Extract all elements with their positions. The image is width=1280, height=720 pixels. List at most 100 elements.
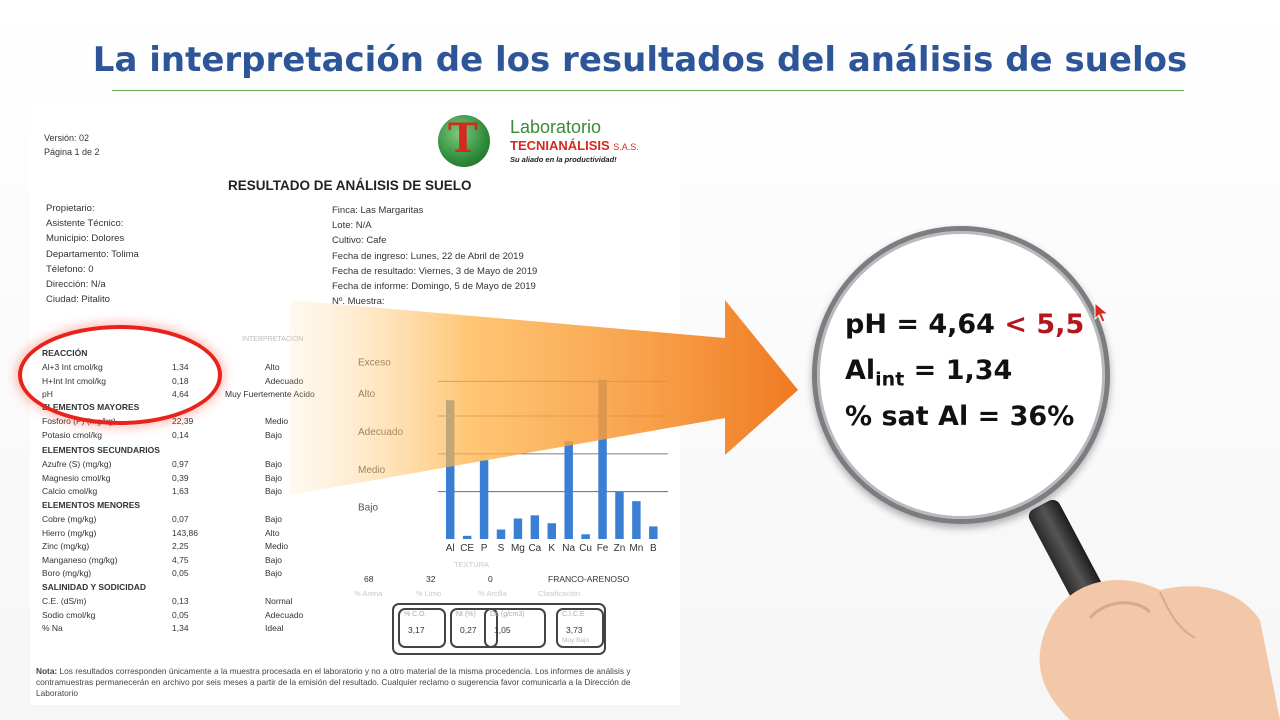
scores-frame — [392, 603, 606, 655]
chart-category-label: Na — [562, 543, 575, 554]
score-sublabel: Muy Bajo — [562, 637, 590, 644]
texture-value: 68 — [364, 574, 374, 584]
farm-info-line: Cultivo: Cafe — [332, 235, 387, 247]
result-name: Manganeso (mg/kg) — [42, 554, 118, 565]
ph-comparison: pH = 4,64 < 5,5 — [845, 309, 1085, 340]
result-value: 22,39 — [172, 416, 194, 426]
result-name: Potasio cmol/kg — [42, 429, 102, 440]
chart-category-label: Cu — [579, 543, 592, 554]
result-interpretation: Adecuado — [265, 375, 304, 386]
report-heading: RESULTADO DE ANÁLISIS DE SUELO — [228, 178, 472, 193]
farm-info-line: Finca: Las Margaritas — [332, 205, 424, 216]
owner-info-line: Ciudad: Pitalito — [46, 294, 110, 306]
result-name: Boro (mg/kg) — [42, 568, 92, 579]
result-value: 0,13 — [172, 596, 189, 606]
chart-bar — [598, 379, 607, 539]
texture-value: 32 — [426, 574, 436, 584]
score-label: Da (g/cm3) — [490, 611, 525, 618]
chart-category-label: P — [481, 543, 488, 554]
texture-label: % Arena — [354, 589, 383, 598]
texture-title: TEXTURA — [454, 560, 490, 569]
score-value: 0,27 — [460, 625, 477, 635]
chart-category-label: CE — [460, 543, 474, 554]
result-value: 0,14 — [172, 429, 189, 440]
chart-bar — [581, 534, 590, 539]
owner-info-line: Dirección: N/a — [46, 279, 106, 290]
result-interpretation: Bajo — [265, 472, 283, 483]
result-name: C.E. (dS/m) — [42, 596, 87, 606]
chart-category-label: Mn — [629, 543, 643, 554]
result-name: Calcio cmol/kg — [42, 486, 98, 497]
result-value: 4,75 — [172, 554, 189, 565]
farm-info-line: Nº. Muestra: — [332, 296, 385, 308]
result-interpretation: Muy Fuertemente Acido — [225, 389, 315, 400]
score-value: 3,17 — [408, 625, 425, 635]
texture-label: % Limo — [416, 589, 442, 598]
orange-arrow-icon — [290, 300, 798, 495]
result-interpretation: Alto — [265, 527, 280, 538]
result-interpretation: Ideal — [265, 623, 284, 634]
level-label: Bajo — [358, 503, 378, 514]
score-label: C.I.C.E — [562, 611, 585, 618]
result-name: Sodio cmol/kg — [42, 609, 96, 620]
reaction-highlight-circle — [18, 325, 222, 425]
result-interpretation: Bajo — [265, 429, 283, 440]
result-interpretation: Bajo — [265, 514, 283, 524]
result-name: Fosforo (P) (mg/kg) — [42, 416, 116, 426]
result-value: 0,05 — [172, 609, 189, 620]
result-interpretation: Normal — [265, 596, 293, 606]
chart-category-label: Ca — [528, 543, 541, 554]
owner-info-line: Municipio: Dolores — [46, 233, 125, 245]
page-label: Página 1 de 2 — [44, 147, 100, 157]
lab-logo-icon — [438, 115, 490, 167]
chart-bar — [446, 400, 455, 539]
title-divider — [112, 90, 1184, 91]
result-interpretation: Bajo — [265, 554, 283, 565]
chart-bar — [530, 515, 540, 539]
al-int-value: Alint = 1,34 — [845, 355, 1013, 391]
section-header: ELEMENTOS MENORES — [42, 500, 141, 510]
chart-bar — [564, 441, 573, 539]
score-value: 3,73 — [566, 625, 583, 635]
lab-logo-letter-icon: T — [448, 115, 478, 162]
owner-info-line: Departamento: Tolima — [46, 248, 139, 260]
texture-label: % Arcilla — [478, 589, 507, 598]
chart-bar — [479, 460, 489, 539]
lab-name-1: Laboratorio — [510, 117, 602, 137]
section-header: ELEMENTOS SECUNDARIOS — [42, 445, 160, 455]
result-interpretation: Medio — [265, 416, 289, 426]
result-value: 0,97 — [172, 459, 189, 469]
chart-category-label: Al — [446, 543, 455, 554]
chart-category-label: Fe — [597, 543, 609, 554]
chart-bar — [496, 529, 506, 539]
result-name: Cobre (mg/kg) — [42, 514, 97, 524]
al-saturation: % sat Al = 36% — [845, 401, 1075, 432]
score-value: 1,05 — [494, 625, 511, 635]
result-name: Zinc (mg/kg) — [42, 541, 90, 552]
score-label: % C.O. — [404, 611, 427, 618]
chart-category-label: Mg — [511, 543, 525, 554]
result-interpretation: Medio — [265, 541, 289, 552]
score-box — [484, 608, 546, 648]
hand-icon — [1039, 580, 1280, 720]
chart-bar — [615, 491, 624, 539]
chart-bar — [513, 518, 523, 539]
texture-value: 0 — [488, 574, 493, 584]
result-name: % Na — [42, 623, 63, 634]
result-interpretation: Alto — [265, 362, 280, 372]
owner-info-line: Télefono: 0 — [46, 263, 94, 275]
lab-slogan: Su aliado en la productividad! — [510, 155, 617, 164]
section-header: SALINIDAD Y SODICIDAD — [42, 582, 147, 592]
chart-bar — [632, 501, 641, 539]
score-box — [556, 608, 604, 648]
farm-info-line: Fecha de resultado: Viernes, 3 de Mayo d… — [332, 265, 538, 277]
texture-value: FRANCO-ARENOSO — [548, 574, 630, 584]
owner-info-line: Asistente Técnico: — [46, 218, 124, 230]
result-value: 2,25 — [172, 541, 189, 552]
version-label: Versión: 02 — [44, 133, 90, 143]
result-name: Azufre (S) (mg/kg) — [42, 459, 112, 469]
result-interpretation: Adecuado — [265, 609, 304, 620]
note-text: Nota: Los resultados corresponden únicam… — [36, 666, 631, 698]
result-value: 0,05 — [172, 568, 189, 579]
